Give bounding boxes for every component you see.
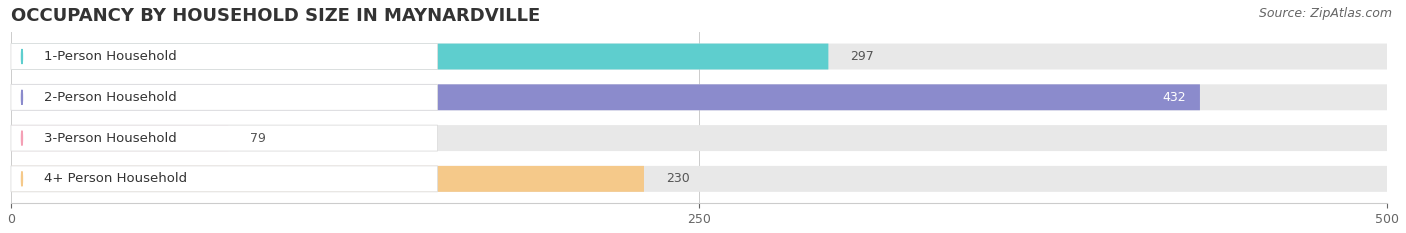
Text: 432: 432 xyxy=(1163,91,1187,104)
Text: 297: 297 xyxy=(851,50,875,63)
Text: 3-Person Household: 3-Person Household xyxy=(44,132,177,145)
FancyBboxPatch shape xyxy=(11,125,437,151)
FancyBboxPatch shape xyxy=(11,166,1388,192)
FancyBboxPatch shape xyxy=(11,84,437,110)
Text: 79: 79 xyxy=(250,132,266,145)
Text: 1-Person Household: 1-Person Household xyxy=(44,50,177,63)
FancyBboxPatch shape xyxy=(11,44,1388,69)
FancyBboxPatch shape xyxy=(11,125,228,151)
FancyBboxPatch shape xyxy=(11,84,1199,110)
FancyBboxPatch shape xyxy=(11,84,1388,110)
FancyBboxPatch shape xyxy=(11,44,828,69)
FancyBboxPatch shape xyxy=(11,166,644,192)
FancyBboxPatch shape xyxy=(11,166,437,192)
Text: OCCUPANCY BY HOUSEHOLD SIZE IN MAYNARDVILLE: OCCUPANCY BY HOUSEHOLD SIZE IN MAYNARDVI… xyxy=(11,7,540,25)
FancyBboxPatch shape xyxy=(11,125,1388,151)
Text: 4+ Person Household: 4+ Person Household xyxy=(44,172,187,185)
Text: 2-Person Household: 2-Person Household xyxy=(44,91,177,104)
Text: Source: ZipAtlas.com: Source: ZipAtlas.com xyxy=(1258,7,1392,20)
FancyBboxPatch shape xyxy=(11,44,437,69)
Text: 230: 230 xyxy=(666,172,690,185)
